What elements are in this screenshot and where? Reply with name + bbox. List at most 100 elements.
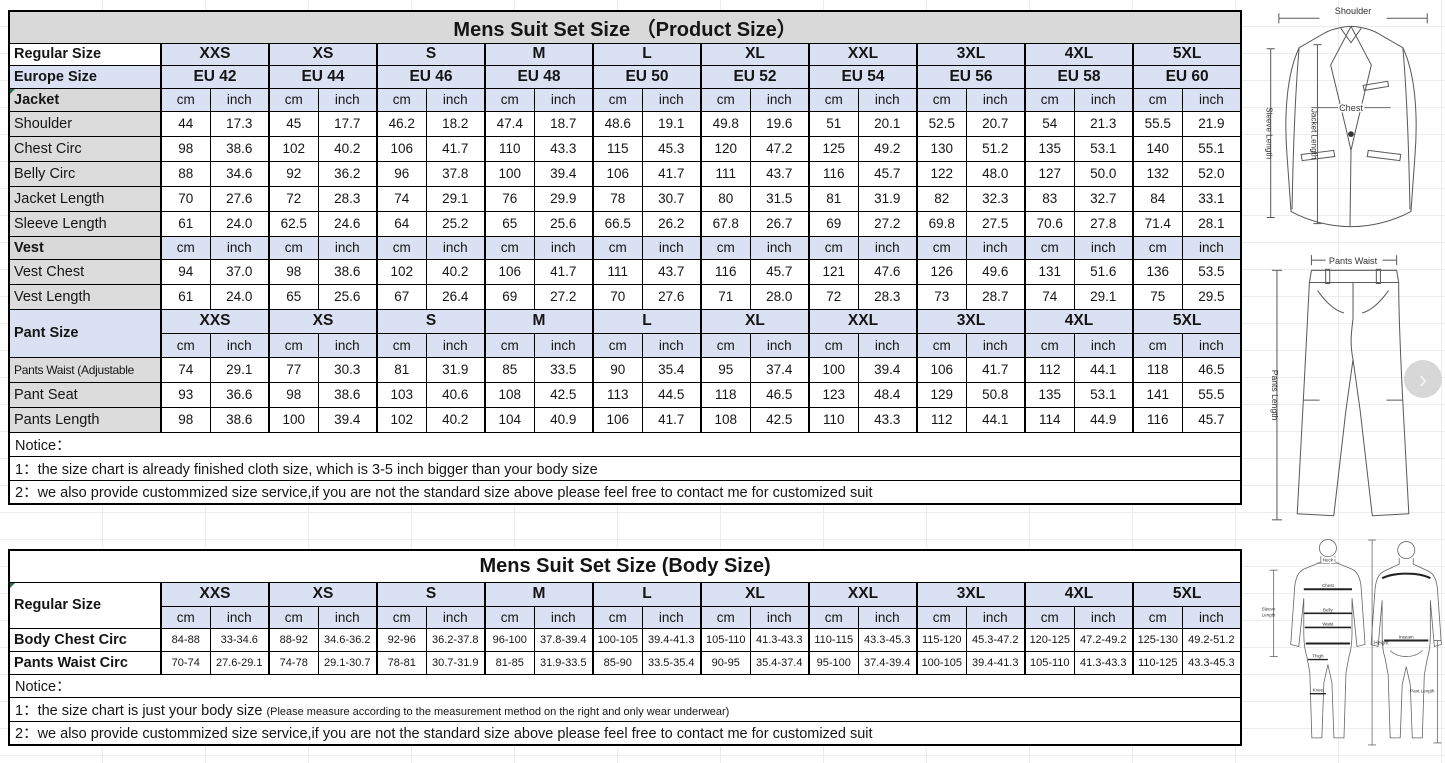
- row-label: Pants Waist (Adjustable: [8, 356, 162, 383]
- unit-inch-cell: inch: [425, 605, 486, 629]
- size-header: 3XL: [916, 42, 1026, 66]
- value-cell: 49.8: [700, 110, 751, 137]
- notice-line: 1：the size chart is just your body size …: [8, 696, 1242, 722]
- unit-inch-cell: inch: [317, 605, 378, 629]
- value-cell: 39.4-41.3: [965, 650, 1026, 675]
- value-cell: 53.1: [1073, 135, 1134, 162]
- unit-inch-cell: inch: [317, 87, 378, 112]
- value-cell: 43.3: [533, 135, 594, 162]
- value-cell: 126: [916, 258, 967, 285]
- value-cell: 40.6: [425, 381, 486, 408]
- value-cell: 27.2: [857, 210, 918, 237]
- value-cell: 43.7: [749, 160, 810, 187]
- unit-cm-cell: cm: [1132, 87, 1183, 112]
- value-cell: 66.5: [592, 210, 643, 237]
- value-cell: 25.2: [425, 210, 486, 237]
- value-cell: 82: [916, 185, 967, 212]
- value-cell: 38.6: [317, 381, 378, 408]
- value-cell: 55.1: [1181, 135, 1242, 162]
- size-header: XXS: [160, 42, 270, 66]
- value-cell: 35.4: [641, 356, 702, 383]
- sleeve-length-label: Sleeve Length: [1265, 107, 1274, 159]
- value-cell: 132: [1132, 160, 1183, 187]
- size-header: M: [484, 42, 594, 66]
- value-cell: 102: [376, 406, 427, 433]
- value-cell: 31.5: [749, 185, 810, 212]
- value-cell: 84: [1132, 185, 1183, 212]
- notice-small-text: (Please measure according to the measure…: [266, 705, 730, 718]
- eu-size-cell: EU 46: [376, 64, 486, 89]
- unit-inch-cell: inch: [1181, 332, 1242, 358]
- value-cell: 41.7: [641, 406, 702, 433]
- value-cell: 136: [1132, 258, 1183, 285]
- unit-inch-cell: inch: [965, 235, 1026, 260]
- value-cell: 70: [592, 283, 643, 310]
- value-cell: 127: [1024, 160, 1075, 187]
- value-cell: 116: [808, 160, 859, 187]
- size-header: XXL: [808, 581, 918, 607]
- section-header-row: Vest cm inch cm inch cm inch cm inch cm inch cm inch…: [8, 235, 1242, 260]
- notice-line: 2：we also provide custommized size servi…: [8, 479, 1242, 505]
- unit-inch-cell: inch: [1073, 605, 1134, 629]
- size-header: S: [376, 42, 486, 66]
- value-cell: 44.1: [965, 406, 1026, 433]
- eu-size-cell: EU 52: [700, 64, 810, 89]
- value-cell: 112: [1024, 356, 1075, 383]
- value-cell: 41.3-43.3: [1073, 650, 1134, 675]
- value-cell: 95-100: [808, 650, 859, 675]
- size-header: L: [592, 42, 702, 66]
- value-cell: 20.7: [965, 110, 1026, 137]
- value-cell: 106: [592, 406, 643, 433]
- next-arrow-button[interactable]: ›: [1404, 360, 1442, 398]
- unit-inch-cell: inch: [533, 87, 594, 112]
- value-cell: 74: [160, 356, 211, 383]
- value-cell: 18.7: [533, 110, 594, 137]
- unit-cm-cell: cm: [808, 235, 859, 260]
- body-sleeve-length-label-1: Sleeve: [1262, 606, 1276, 611]
- value-cell: 49.2-51.2: [1181, 627, 1242, 652]
- value-cell: 67: [376, 283, 427, 310]
- value-cell: 118: [1132, 356, 1183, 383]
- unit-cm-cell: cm: [700, 235, 751, 260]
- value-cell: 65: [484, 210, 535, 237]
- value-cell: 90: [592, 356, 643, 383]
- value-cell: 42.5: [749, 406, 810, 433]
- value-cell: 100: [484, 160, 535, 187]
- value-cell: 135: [1024, 135, 1075, 162]
- value-cell: 17.7: [317, 110, 378, 137]
- size-header: M: [484, 308, 594, 334]
- unit-cm-cell: cm: [268, 87, 319, 112]
- notice-heading: Notice：: [8, 673, 1242, 698]
- data-row: Chest Circ 98 38.6 102 40.2 106 41.7 110 43.3 115…: [8, 135, 1242, 162]
- data-row: Vest Chest 94 37.0 98 38.6 102 40.2 106 41.7 111 4…: [8, 258, 1242, 285]
- value-cell: 125: [808, 135, 859, 162]
- value-cell: 45.3-47.2: [965, 627, 1026, 652]
- value-cell: 27.5: [965, 210, 1026, 237]
- value-cell: 81-85: [484, 650, 535, 675]
- body-sleeve-length-label-2: Length: [1262, 612, 1276, 617]
- jacket-length-label: Jacket Length: [1309, 109, 1318, 160]
- value-cell: 100: [808, 356, 859, 383]
- unit-inch-cell: inch: [317, 332, 378, 358]
- value-cell: 105-110: [1024, 650, 1075, 675]
- eu-size-cell: EU 50: [592, 64, 702, 89]
- value-cell: 33.5-35.4: [641, 650, 702, 675]
- unit-inch-cell: inch: [1073, 235, 1134, 260]
- value-cell: 45.7: [1181, 406, 1242, 433]
- unit-cm-cell: cm: [484, 87, 535, 112]
- body-waist-label: Waist: [1322, 621, 1334, 626]
- value-cell: 64: [376, 210, 427, 237]
- value-cell: 36.6: [209, 381, 270, 408]
- value-cell: 108: [700, 406, 751, 433]
- value-cell: 27.6: [209, 185, 270, 212]
- data-row: Pants Length 98 38.6 100 39.4 102 40.2 104 40.9 1…: [8, 406, 1242, 433]
- unit-cm-cell: cm: [916, 332, 967, 358]
- value-cell: 45.3: [641, 135, 702, 162]
- value-cell: 106: [376, 135, 427, 162]
- value-cell: 30.7: [641, 185, 702, 212]
- value-cell: 38.6: [209, 406, 270, 433]
- unit-cm-cell: cm: [592, 605, 643, 629]
- unit-inch-cell: inch: [533, 235, 594, 260]
- notice-line: 2：we also provide custommized size servi…: [8, 720, 1242, 746]
- value-cell: 39.4: [857, 356, 918, 383]
